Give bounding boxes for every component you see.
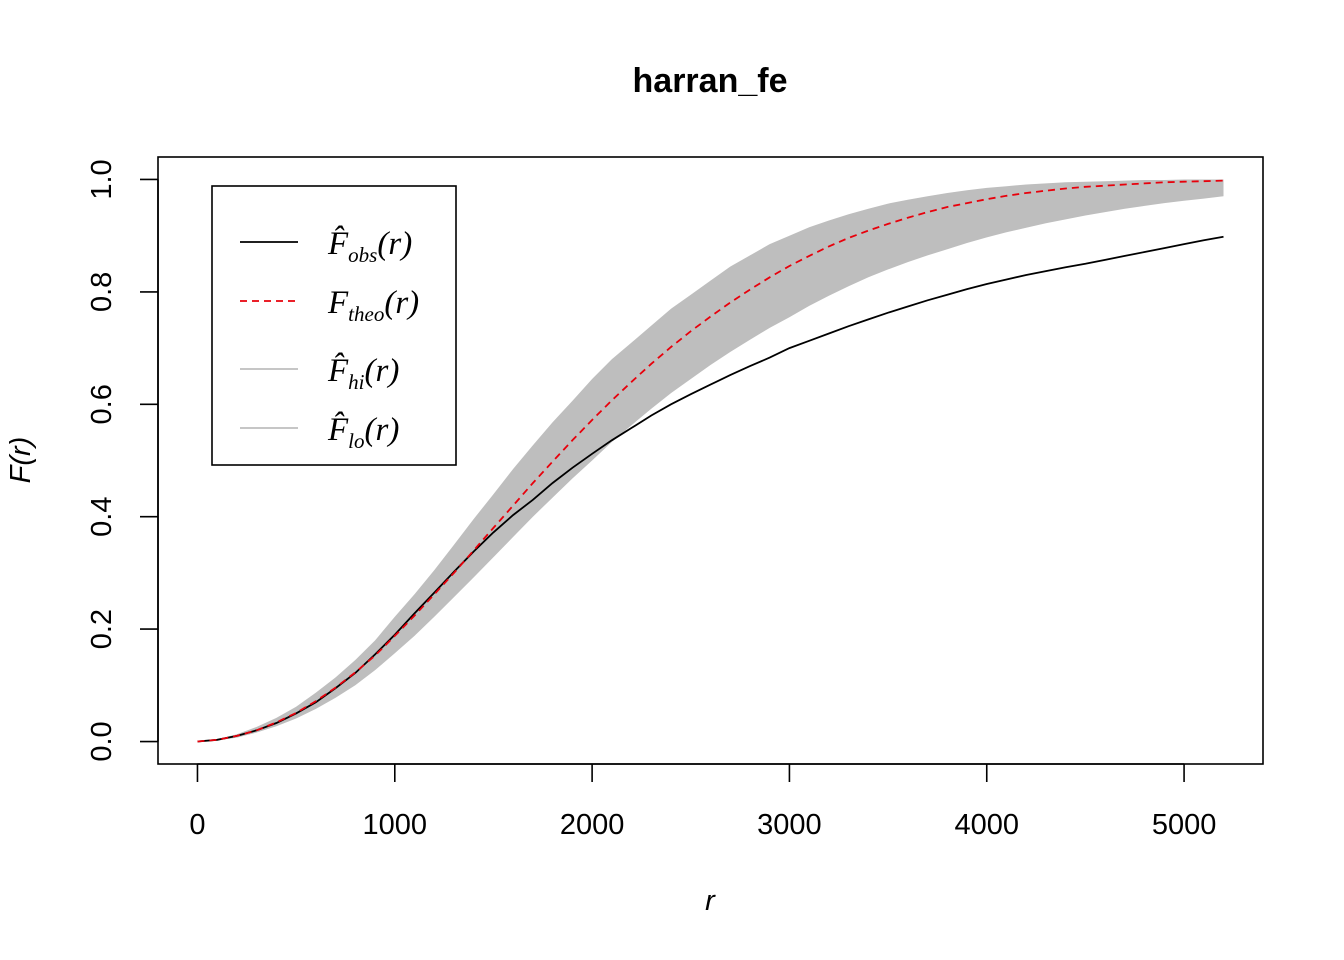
y-tick-label: 0.6	[86, 384, 118, 424]
envelope-band	[197, 179, 1224, 742]
series-lines	[197, 179, 1224, 743]
chart-title: harran_fe	[633, 62, 788, 100]
x-tick-label: 0	[189, 809, 205, 841]
x-tick-label: 2000	[560, 809, 625, 841]
x-axis: 0 1000 2000 3000 4000 5000	[189, 763, 1217, 841]
x-tick-label: 1000	[363, 809, 428, 841]
y-tick-label: 0.0	[86, 721, 118, 761]
legend-box	[211, 185, 457, 466]
legend-label-hi: F̂hi(r)	[327, 352, 399, 394]
legend-label-lo: F̂lo(r)	[327, 411, 399, 453]
x-tick-label: 3000	[757, 809, 822, 841]
y-tick-label: 0.8	[86, 272, 118, 312]
legend-label-theo: Ftheo(r)	[327, 285, 419, 326]
y-axis-title: F(r)	[5, 437, 37, 484]
x-tick-label: 4000	[954, 809, 1019, 841]
y-tick-label: 0.2	[86, 609, 118, 649]
envelope-band-area	[197, 179, 1224, 742]
x-axis-title: r	[705, 885, 716, 917]
x-tick-label: 5000	[1152, 809, 1217, 841]
y-tick-label: 1.0	[86, 159, 118, 199]
series-line-theo	[197, 179, 1224, 743]
legend-label-obs: F̂obs(r)	[327, 225, 412, 267]
legend: F̂obs(r) Ftheo(r) F̂hi(r) F̂lo(r)	[211, 185, 457, 466]
y-axis: 0.0 0.2 0.4 0.6 0.8 1.0	[86, 159, 159, 762]
y-tick-label: 0.4	[86, 497, 118, 537]
